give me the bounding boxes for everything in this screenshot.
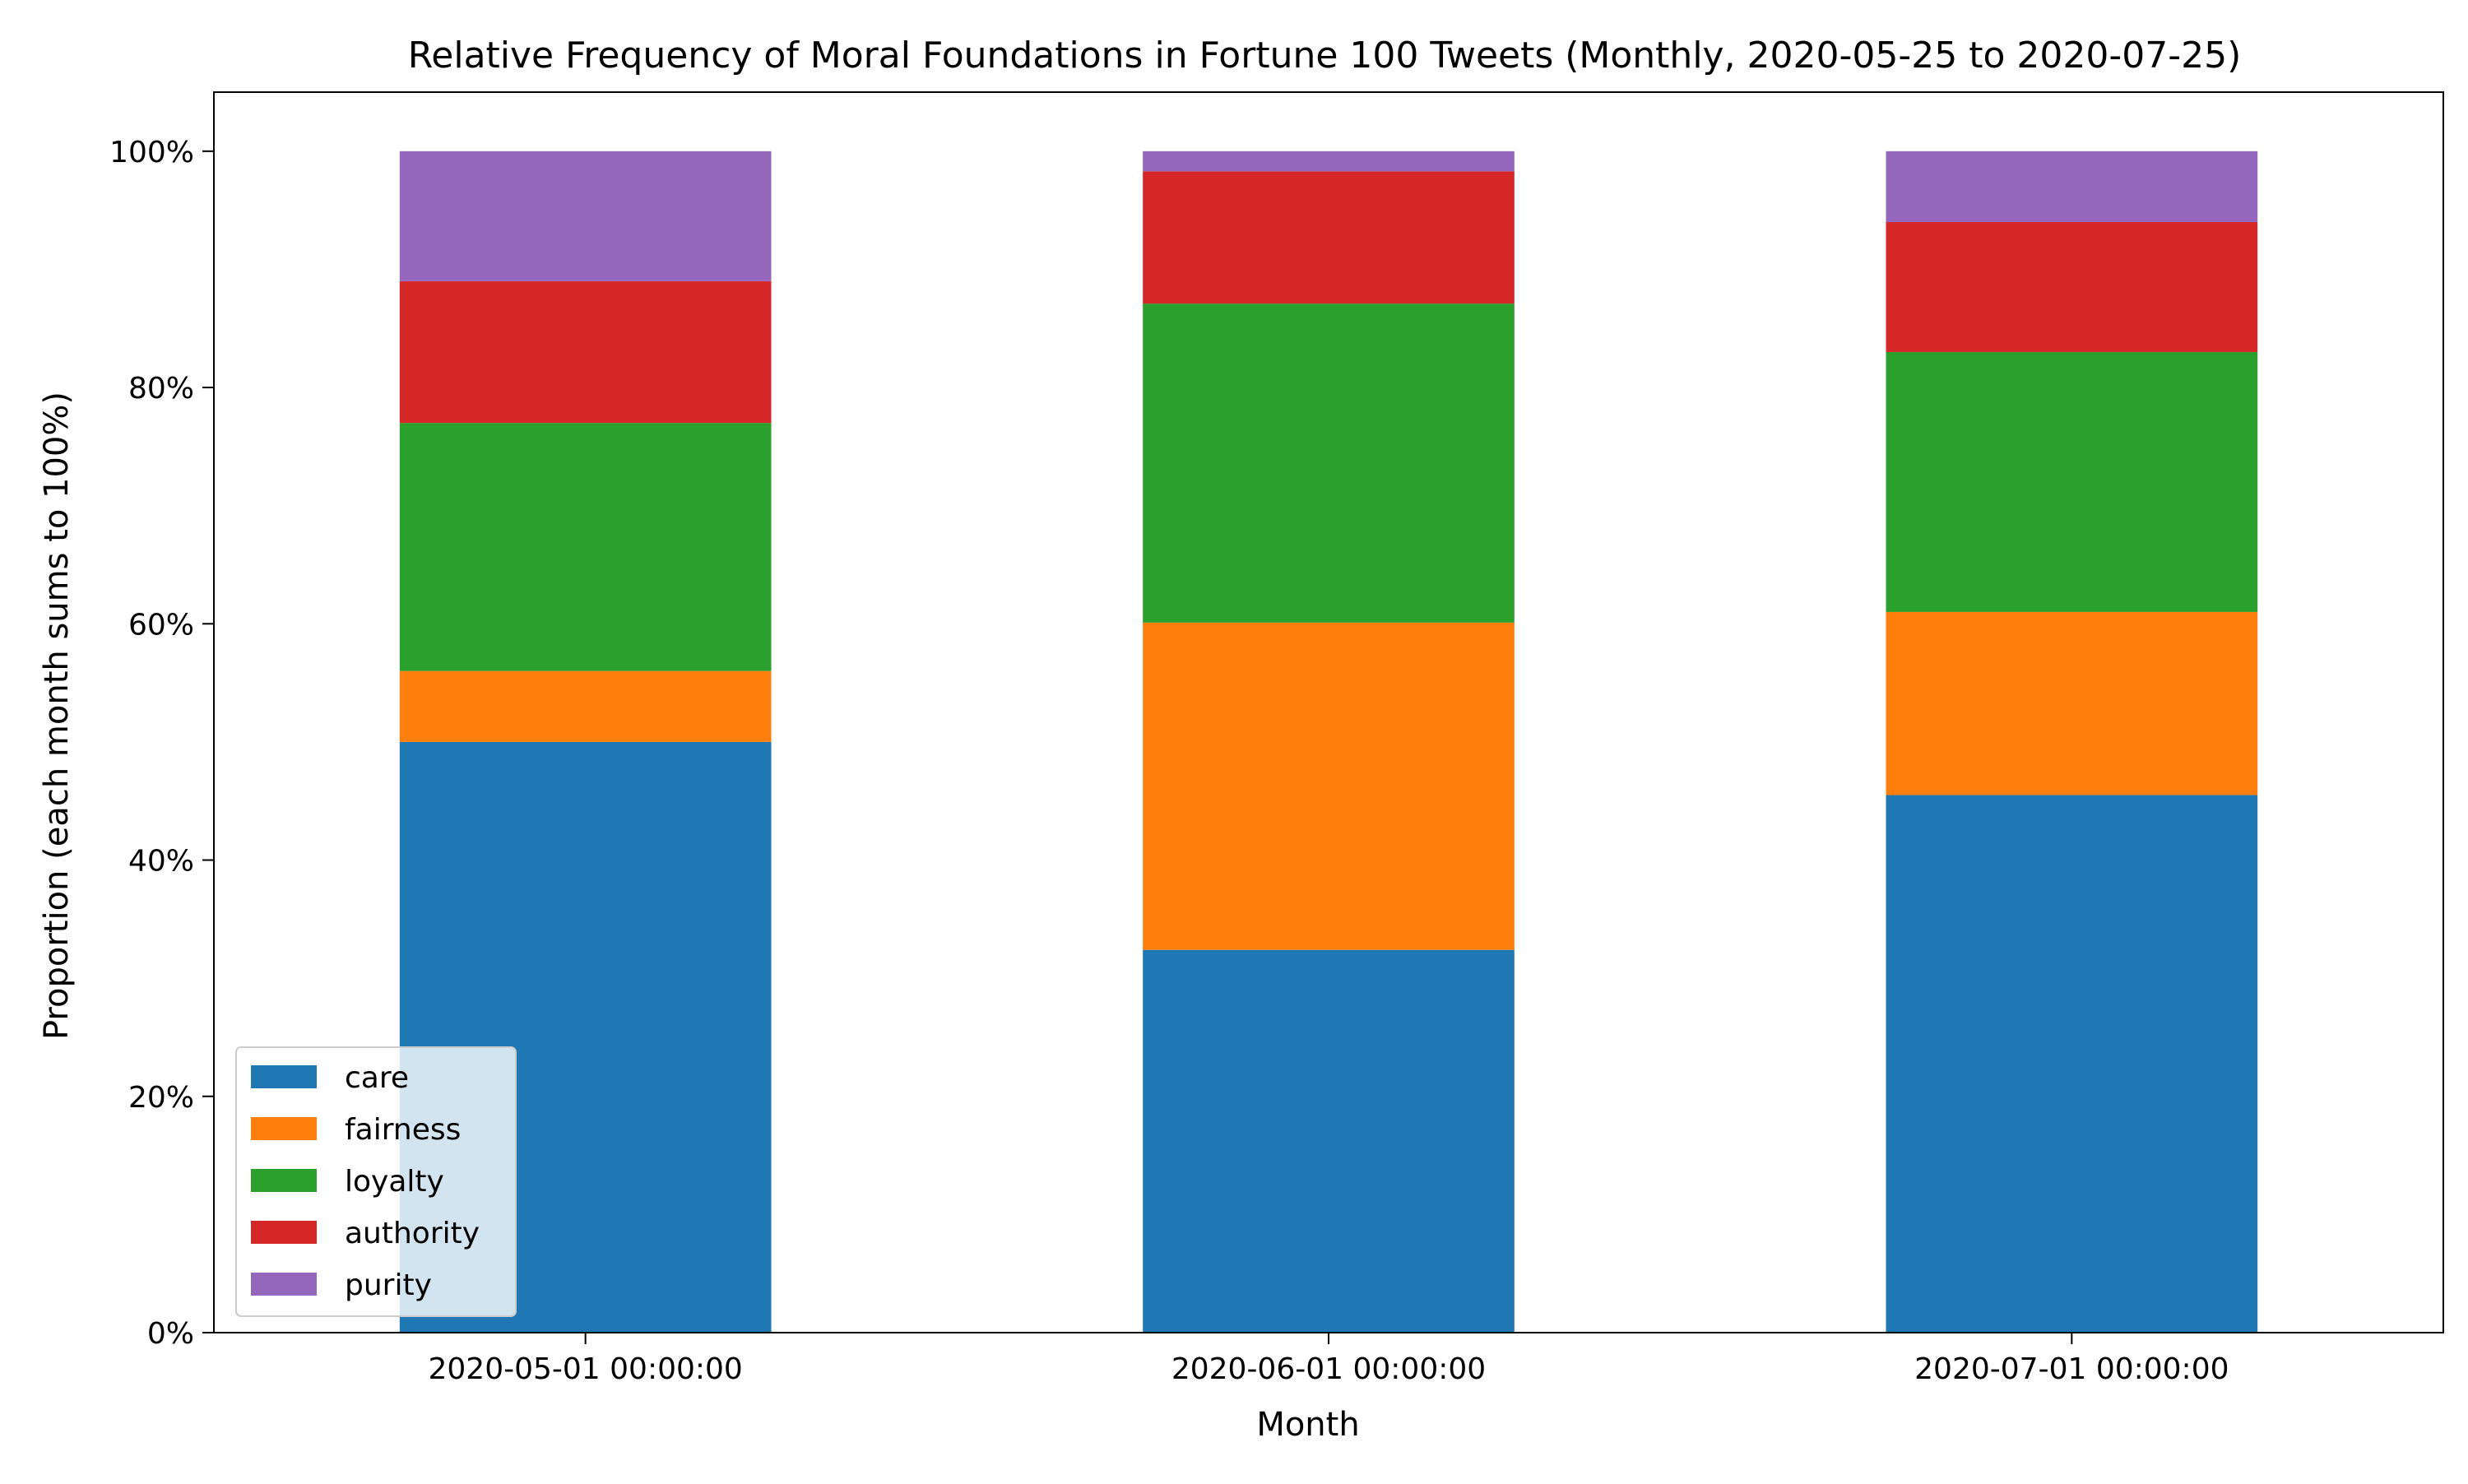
bars-layer xyxy=(399,151,2258,1333)
y-tick-label: 0% xyxy=(147,1317,194,1351)
bar-segment-purity-1 xyxy=(399,151,772,281)
legend-label-fairness: fairness xyxy=(345,1113,461,1147)
y-tick-label: 40% xyxy=(128,845,194,879)
y-tick-label: 20% xyxy=(128,1081,194,1115)
legend-swatch-purity xyxy=(251,1273,317,1296)
bar-segment-authority-2 xyxy=(1143,171,1515,304)
bar-segment-authority-3 xyxy=(1886,221,2258,352)
y-tick-label: 60% xyxy=(128,608,194,642)
legend: care fairness loyalty authority purity xyxy=(235,1046,517,1317)
chart-title: Relative Frequency of Moral Foundations … xyxy=(408,35,2242,77)
bar-segment-care-3 xyxy=(1886,795,2258,1333)
x-axis-label: Month xyxy=(1256,1406,1359,1444)
x-tick-label: 2020-05-01 00:00:00 xyxy=(428,1352,742,1386)
bar-segment-purity-2 xyxy=(1143,151,1515,172)
legend-label-purity: purity xyxy=(345,1268,432,1302)
legend-label-care: care xyxy=(345,1061,409,1095)
bar-segment-purity-3 xyxy=(1886,151,2258,222)
bar-segment-fairness-2 xyxy=(1143,622,1515,950)
y-tick-label: 100% xyxy=(109,136,194,169)
legend-label-loyalty: loyalty xyxy=(345,1165,444,1199)
legend-swatch-authority xyxy=(251,1221,317,1244)
y-axis-label: Proportion (each month sums to 100%) xyxy=(38,392,76,1040)
legend-label-authority: authority xyxy=(345,1217,480,1250)
bar-segment-loyalty-3 xyxy=(1886,351,2258,612)
bar-segment-authority-1 xyxy=(399,281,772,424)
bar-segment-loyalty-2 xyxy=(1143,304,1515,623)
axes-layer: 0% 20% 40% 60% 80% 100% 2020-05-01 00:00:00 202… xyxy=(109,91,2444,1386)
x-tick-label: 2020-06-01 00:00:00 xyxy=(1171,1352,1486,1386)
legend-swatch-fairness xyxy=(251,1117,317,1140)
legend-frame xyxy=(235,1046,517,1317)
bar-segment-loyalty-1 xyxy=(399,423,772,671)
bar-segment-fairness-3 xyxy=(1886,611,2258,795)
legend-swatch-loyalty xyxy=(251,1169,317,1192)
x-tick-label: 2020-07-01 00:00:00 xyxy=(1914,1352,2229,1386)
y-tick-label: 80% xyxy=(128,372,194,406)
bar-segment-care-2 xyxy=(1143,949,1515,1333)
bar-segment-fairness-1 xyxy=(399,670,772,742)
legend-swatch-care xyxy=(251,1065,317,1088)
